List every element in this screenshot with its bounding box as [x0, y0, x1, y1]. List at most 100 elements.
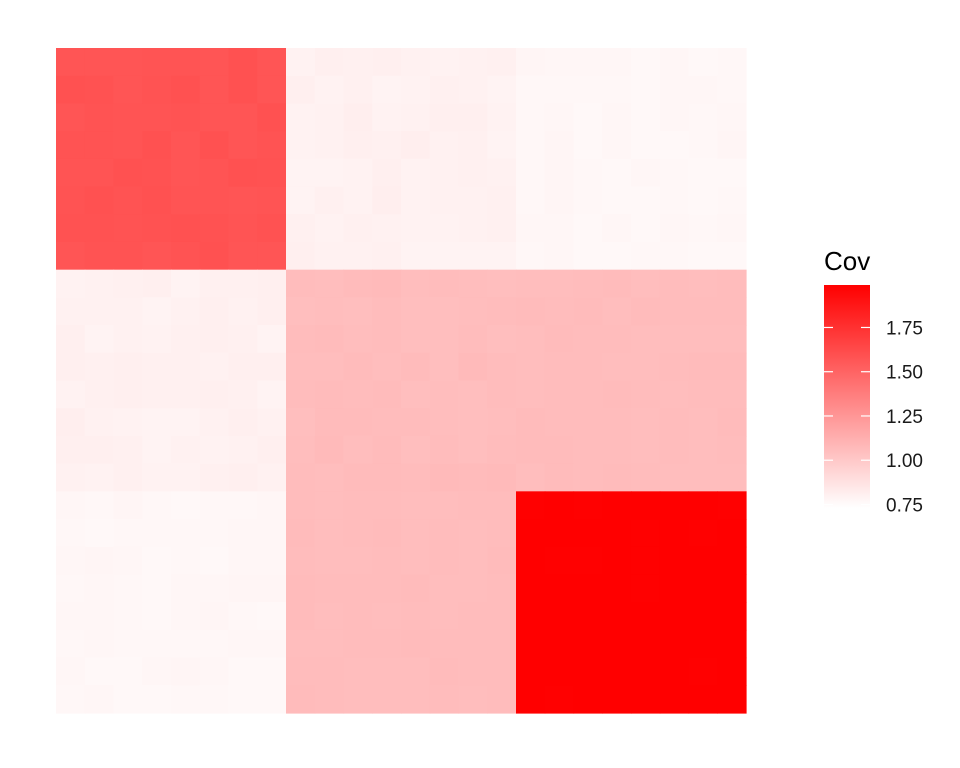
heatmap-cell	[573, 75, 603, 105]
heatmap-cell	[659, 214, 690, 243]
heatmap-cell	[286, 629, 316, 659]
heatmap-cell	[544, 297, 575, 326]
heatmap-cell	[487, 463, 517, 492]
heatmap-cell	[257, 408, 287, 437]
heatmap-cell	[573, 158, 603, 188]
heatmap-cell	[602, 214, 632, 243]
heatmap-cell	[688, 380, 718, 409]
heatmap-cell	[257, 131, 287, 160]
heatmap-cell	[372, 519, 402, 548]
heatmap-cell	[56, 158, 86, 188]
heatmap-cell	[142, 685, 172, 714]
heatmap-cell	[257, 657, 287, 686]
heatmap-cell	[401, 103, 431, 132]
heatmap-cell	[142, 186, 172, 215]
heatmap-cell	[113, 269, 143, 298]
heatmap-cell	[142, 103, 172, 132]
heatmap-cell	[84, 241, 115, 271]
heatmap-cell	[573, 241, 603, 271]
heatmap-cell	[602, 186, 632, 215]
heatmap-cell	[171, 48, 201, 77]
heatmap-cell	[228, 241, 258, 271]
heatmap-cell	[56, 325, 86, 354]
heatmap-cell	[602, 463, 632, 492]
heatmap-cell	[199, 75, 230, 105]
heatmap-cell	[56, 103, 86, 132]
heatmap-cell	[429, 685, 460, 714]
heatmap-cell	[573, 408, 603, 437]
heatmap-cell	[487, 519, 517, 548]
heatmap-cell	[458, 48, 488, 77]
heatmap-cell	[516, 103, 546, 132]
heatmap-cell	[717, 491, 747, 520]
heatmap-block-2-2	[286, 269, 517, 492]
heatmap-cell	[717, 380, 747, 409]
heatmap-cell	[458, 103, 488, 132]
heatmap-cell	[602, 158, 632, 188]
heatmap-cell	[257, 269, 287, 298]
legend: Cov 1.75 1.50 1.25 1.00 0.75	[824, 246, 923, 516]
heatmap-cell	[401, 657, 431, 686]
heatmap-cell	[199, 435, 230, 465]
heatmap-cell	[257, 158, 287, 188]
heatmap-cell	[171, 158, 201, 188]
legend-tick-label: 1.50	[886, 363, 923, 384]
heatmap-cell	[659, 463, 690, 492]
heatmap-cell	[688, 519, 718, 548]
heatmap-cell	[286, 214, 316, 243]
heatmap-cell	[458, 269, 488, 298]
heatmap-cell	[314, 269, 345, 298]
heatmap-cell	[631, 435, 661, 465]
heatmap-cell	[228, 103, 258, 132]
heatmap-cell	[429, 657, 460, 686]
heatmap-cell	[688, 435, 718, 465]
heatmap-cell	[688, 685, 718, 714]
heatmap-cell	[314, 380, 345, 409]
heatmap-cell	[487, 75, 517, 105]
heatmap-cell	[199, 657, 230, 686]
heatmap-cell	[314, 546, 345, 576]
heatmap-cell	[602, 380, 632, 409]
heatmap-cell	[372, 435, 402, 465]
legend-ticks: 1.75 1.50 1.25 1.00 0.75	[824, 318, 923, 516]
heatmap-cell	[113, 380, 143, 409]
heatmap-cell	[84, 103, 115, 132]
heatmap-cell	[458, 186, 488, 215]
heatmap-cell	[56, 629, 86, 659]
heatmap-cell	[659, 186, 690, 215]
heatmap-cell	[573, 491, 603, 520]
heatmap-cell	[228, 214, 258, 243]
heatmap-cell	[659, 685, 690, 714]
heatmap-cell	[487, 574, 517, 603]
heatmap-cell	[516, 629, 546, 659]
heatmap-cell	[84, 297, 115, 326]
heatmap-cell	[458, 352, 488, 382]
heatmap-cell	[573, 131, 603, 160]
heatmap-cell	[84, 463, 115, 492]
heatmap-cell	[199, 629, 230, 659]
heatmap-cell	[429, 103, 460, 132]
heatmap-cell	[257, 463, 287, 492]
heatmap-cell	[372, 103, 402, 132]
heatmap-cell	[372, 602, 402, 631]
heatmap-cell	[257, 435, 287, 465]
heatmap-cell	[429, 325, 460, 354]
heatmap-cell	[257, 685, 287, 714]
heatmap-cell	[401, 491, 431, 520]
heatmap-cell	[84, 491, 115, 520]
heatmap-cell	[401, 602, 431, 631]
heatmap-cell	[228, 186, 258, 215]
heatmap-cell	[257, 241, 287, 271]
heatmap-cell	[142, 48, 172, 77]
heatmap-cell	[717, 48, 747, 77]
heatmap-cell	[56, 48, 86, 77]
heatmap-cell	[257, 519, 287, 548]
legend-title: Cov	[824, 246, 870, 276]
heatmap-cell	[544, 435, 575, 465]
heatmap-cell	[429, 269, 460, 298]
heatmap-cell	[487, 297, 517, 326]
heatmap-cell	[142, 131, 172, 160]
heatmap-cell	[516, 352, 546, 382]
heatmap-cell	[401, 186, 431, 215]
heatmap-cell	[602, 297, 632, 326]
